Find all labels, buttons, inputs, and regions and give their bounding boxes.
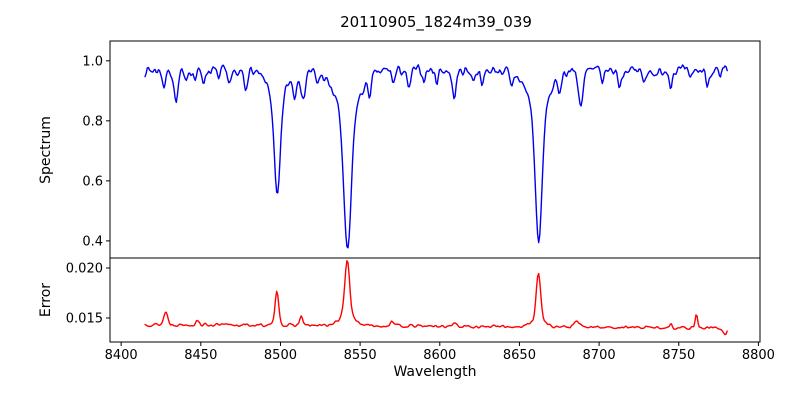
x-tick-label: 8450 (184, 348, 217, 363)
x-tick-label: 8650 (503, 348, 536, 363)
y-tick-label: 0.015 (66, 312, 103, 327)
plot-title: 20110905_1824m39_039 (340, 13, 532, 32)
x-tick-label: 8500 (264, 348, 297, 363)
y-tick-label: 0.020 (66, 262, 103, 277)
spectrum-series-group (144, 64, 728, 249)
y-tick-label: 0.4 (82, 234, 103, 249)
x-axis-label: Wavelength (393, 364, 476, 380)
error-y-axis-ticks: 0.015 0.020 (66, 262, 110, 327)
x-tick-label: 8600 (423, 348, 456, 363)
x-tick-label: 8400 (105, 348, 138, 363)
x-tick-label: 8700 (583, 348, 616, 363)
spectrum-y-axis-label: Spectrum (38, 116, 54, 184)
error-y-axis-label: Error (38, 283, 54, 317)
y-tick-label: 0.6 (82, 174, 103, 189)
y-tick-label: 0.8 (82, 114, 103, 129)
error-axes-frame (109, 257, 761, 343)
error-series-group (144, 260, 728, 336)
x-axis-ticks: 8400 8450 8500 8550 8600 8650 8700 8750 8800 (105, 342, 775, 363)
spectrum-y-axis-ticks: 0.4 0.6 0.8 1.0 (82, 54, 110, 249)
spectrum-line (144, 64, 728, 249)
error-line (144, 260, 728, 336)
y-tick-label: 1.0 (82, 54, 103, 69)
x-tick-label: 8750 (662, 348, 695, 363)
x-tick-label: 8550 (344, 348, 377, 363)
x-tick-label: 8800 (742, 348, 775, 363)
